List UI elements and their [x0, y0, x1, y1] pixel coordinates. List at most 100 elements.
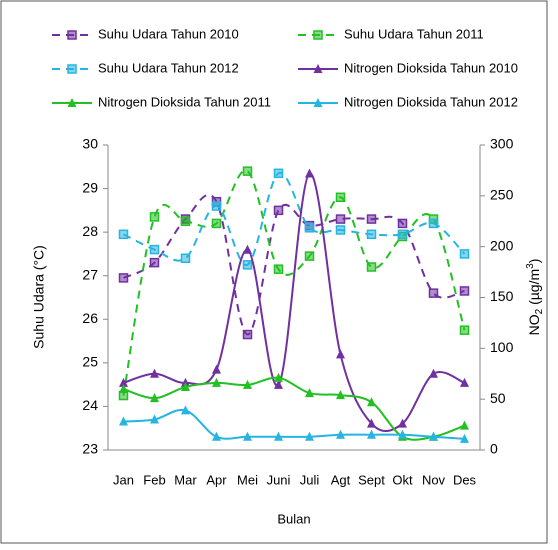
point-marker: [305, 168, 314, 178]
y2-title-part: 3: [525, 263, 536, 269]
y2-title-part: ): [526, 259, 542, 264]
point-marker: [459, 249, 470, 259]
point-marker: [367, 397, 376, 407]
y2-axis-title: NO2 (µg/m3): [525, 259, 545, 336]
series-line: [123, 408, 465, 440]
point-marker: [149, 212, 160, 222]
x-tick-label: Agt: [331, 472, 351, 487]
point-marker: [429, 431, 438, 441]
chart-frame: [0, 0, 548, 544]
y2-title-part: NO: [526, 314, 542, 335]
x-tick-label: Mei: [237, 472, 258, 487]
point-marker: [181, 405, 190, 415]
series-line: [123, 193, 465, 336]
point-marker: [118, 229, 129, 240]
y2-tick-label: 50: [490, 390, 506, 406]
point-marker: [273, 168, 284, 179]
point-marker: [119, 377, 128, 387]
x-tick-label: Des: [453, 472, 477, 487]
point-marker: [398, 429, 407, 439]
point-marker: [119, 384, 128, 393]
point-marker: [274, 379, 283, 389]
point-marker: [212, 364, 221, 374]
legend-label: Nitrogen Dioksida Tahun 2010: [344, 60, 518, 75]
point-marker: [118, 273, 129, 283]
point-marker: [336, 390, 345, 400]
point-marker: [367, 418, 376, 428]
y-tick-label: 28: [82, 223, 98, 239]
y2-tick-label: 0: [490, 441, 498, 457]
point-marker: [119, 416, 128, 426]
y-tick-label: 24: [82, 397, 98, 413]
point-marker: [273, 264, 284, 274]
point-marker: [335, 214, 346, 224]
x-axis-title: Bulan: [277, 511, 310, 526]
x-tick-label: Okt: [392, 472, 413, 487]
x-tick-label: Juli: [300, 472, 320, 487]
y-tick-label: 26: [82, 310, 98, 326]
point-marker: [460, 377, 469, 387]
y-tick-label: 29: [82, 179, 98, 195]
y2-tick-label: 100: [490, 339, 514, 355]
point-marker: [242, 329, 253, 340]
point-marker: [397, 229, 408, 240]
point-marker: [243, 431, 252, 441]
y2-title-part: 2: [534, 308, 545, 314]
point-marker: [335, 225, 346, 235]
x-tick-label: Nov: [422, 472, 446, 487]
point-marker: [366, 214, 377, 224]
x-tick-label: Feb: [143, 472, 165, 487]
legend-marker: [313, 98, 323, 107]
point-marker: [336, 429, 345, 439]
legend-label: Suhu Udara Tahun 2011: [344, 26, 484, 41]
x-tick-label: Mar: [174, 472, 197, 487]
point-marker: [181, 381, 190, 391]
y2-tick-label: 300: [490, 136, 514, 152]
point-marker: [304, 251, 315, 261]
series-line: [123, 172, 465, 432]
point-marker: [242, 260, 253, 270]
legend-marker: [313, 30, 323, 40]
point-marker: [274, 372, 283, 382]
point-marker: [243, 244, 252, 254]
point-marker: [211, 218, 222, 229]
point-marker: [397, 218, 408, 229]
point-marker: [460, 420, 469, 430]
point-marker: [459, 325, 470, 335]
y-tick-label: 23: [82, 441, 98, 457]
legend-label: Nitrogen Dioksida Tahun 2012: [344, 94, 518, 109]
point-marker: [273, 205, 284, 216]
point-marker: [180, 253, 191, 264]
y-tick-label: 30: [82, 136, 98, 152]
point-marker: [211, 201, 222, 211]
y2-tick-label: 200: [490, 237, 514, 253]
point-marker: [459, 286, 470, 296]
point-marker: [367, 429, 376, 439]
point-marker: [366, 262, 377, 272]
legend-marker: [67, 98, 77, 107]
point-marker: [305, 431, 314, 441]
x-tick-label: Apr: [206, 472, 227, 487]
point-marker: [150, 368, 159, 378]
legend-marker: [67, 30, 77, 40]
y-tick-label: 27: [82, 266, 98, 282]
point-marker: [150, 414, 159, 424]
point-marker: [180, 216, 191, 226]
legend-label: Nitrogen Dioksida Tahun 2011: [98, 94, 271, 109]
x-tick-label: Jan: [113, 472, 134, 487]
point-marker: [305, 388, 314, 398]
y-axis-title: Suhu Udara (°C): [31, 245, 47, 349]
point-marker: [366, 229, 377, 240]
point-marker: [212, 431, 221, 441]
legend-marker: [313, 64, 323, 73]
legend-marker: [67, 64, 77, 74]
point-marker: [242, 166, 253, 176]
point-marker: [212, 377, 221, 387]
x-tick-label: Sept: [358, 472, 385, 487]
point-marker: [149, 257, 160, 268]
point-marker: [460, 433, 469, 443]
point-marker: [274, 431, 283, 441]
series-line: [123, 172, 466, 266]
point-marker: [149, 244, 160, 255]
